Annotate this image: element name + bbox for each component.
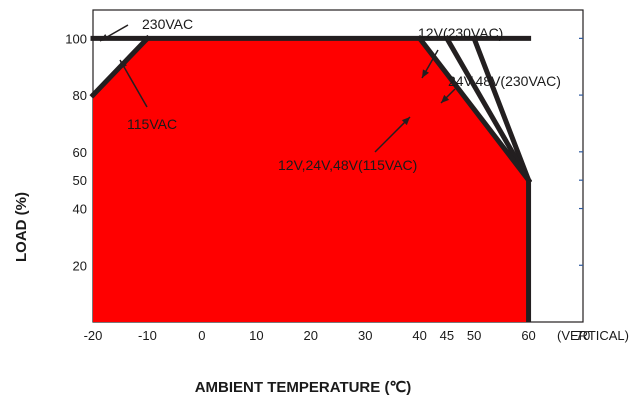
y-tick-label: 100 [65,31,87,46]
series-line-12v-230vac [470,35,532,184]
annotation-115vac: 115VAC [127,116,177,132]
x-tick-label: 0 [198,328,205,343]
y-tick-label: 20 [73,258,87,273]
series-line-12v-24v-48v-115vac [416,34,533,184]
series-line-115vac [89,34,151,99]
x-tick-label: 20 [304,328,318,343]
x-tick-labels: -20 -10 0 10 20 30 40 45 50 60 70 [84,328,591,343]
leader-12v-24v-48v-115vac-arrowhead [401,117,410,126]
leader-230vac-arrowhead [100,33,109,41]
leader-12v-230vac-arrowhead [422,69,430,78]
annotation-12v-230vac: 12V(230VAC) [418,25,503,41]
x-tick-label: -10 [138,328,157,343]
x-tick-label: 70 [576,328,590,343]
x-axis-label: AMBIENT TEMPERATURE (℃) [195,379,412,396]
annotation-leaders [99,24,456,153]
leader-24v-48v-230vac-arrowhead [441,94,450,103]
y-tick-label: 80 [73,88,87,103]
x-tick-label: -20 [84,328,103,343]
y-tick-label: 50 [73,173,87,188]
leader-12v-24v-48v-115vac [374,116,411,153]
annotation-230vac: 230VAC [142,16,193,32]
annotation-12v-24v-48v-115vac: 12V,24V,48V(115VAC) [278,157,417,173]
y-tick-labels: 20 40 50 60 80 100 [65,31,87,273]
x-axis-note: (VERTICAL) [557,328,629,343]
x-tick-label: 30 [358,328,372,343]
annotation-24v-48v-230vac: 24V,48V(230VAC) [448,73,561,89]
derating-curves [89,34,533,322]
y-tick-label: 40 [73,202,87,217]
x-tick-label: 50 [467,328,481,343]
x-tick-label: 60 [521,328,535,343]
derating-fill-area [93,38,529,323]
y-axis-label: LOAD (%) [13,192,30,262]
leader-115vac-arrowhead [120,60,128,69]
x-tick-label: 10 [249,328,263,343]
leader-115vac [119,59,148,108]
x-tick-label: 40 [412,328,426,343]
x-tick-label: 45 [440,328,454,343]
right-axis-ticks [579,37,583,266]
y-tick-label: 60 [73,145,87,160]
series-line-24v-48v-230vac [443,34,533,184]
